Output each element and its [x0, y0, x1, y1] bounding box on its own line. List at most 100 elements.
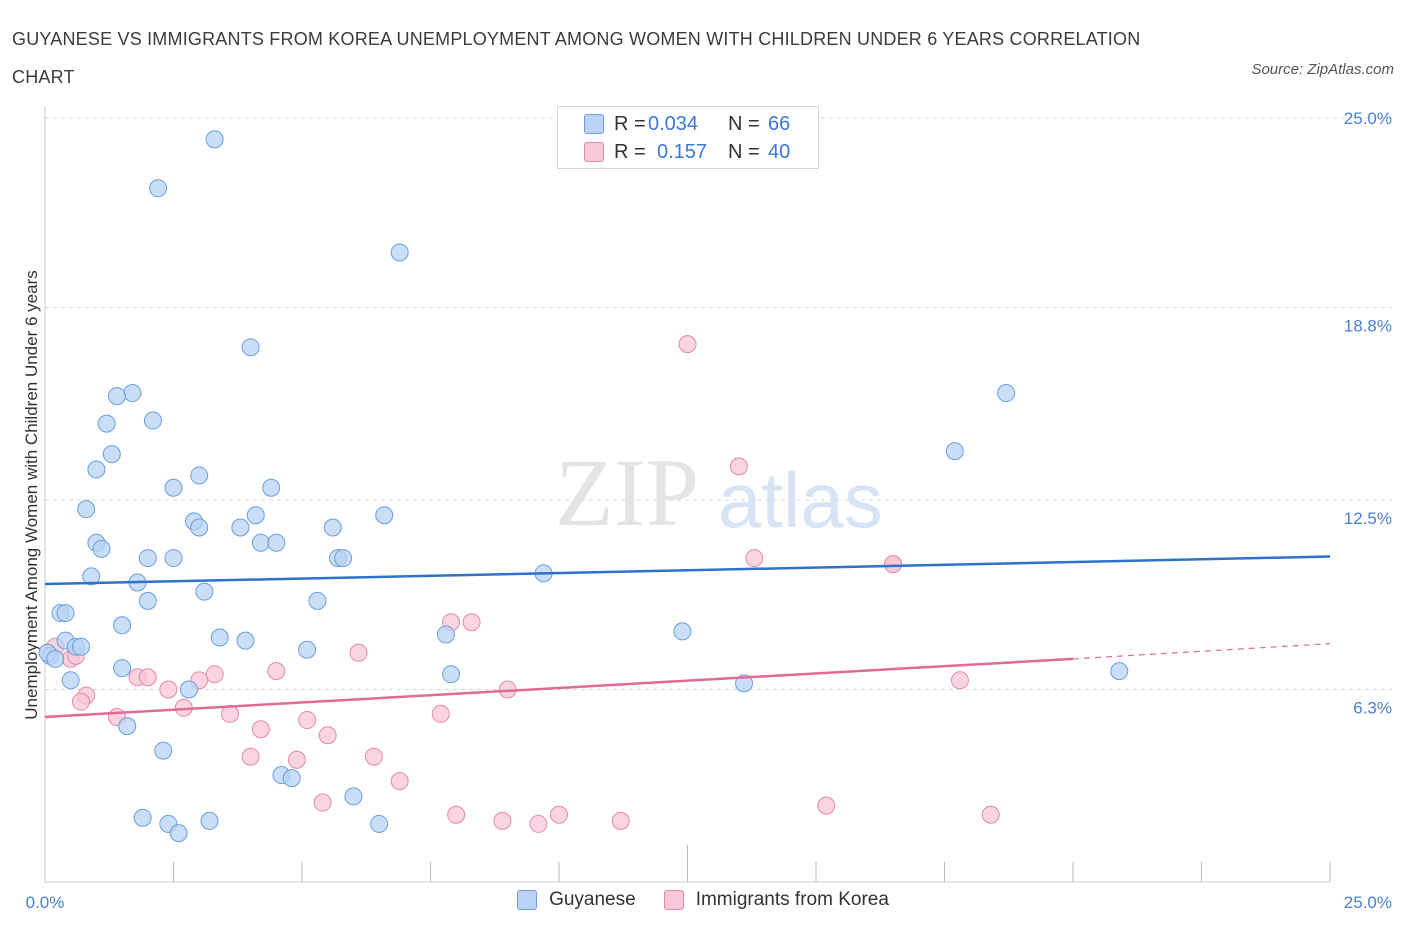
guyanese-point: [190, 518, 209, 537]
guyanese-point: [246, 506, 265, 525]
legend-swatch-guyanese: [584, 114, 604, 134]
guyanese-point: [436, 625, 455, 644]
legend-item-guyanese: Guyanese: [517, 889, 636, 911]
legend-row-korea: R = 0.157 N = 40: [584, 140, 790, 164]
legend-swatch-korea: [663, 890, 684, 910]
legend-row-guyanese: R = 0.034 N = 66: [584, 112, 790, 136]
korea-point: [950, 671, 969, 690]
legend-label-korea: Immigrants from Korea: [695, 889, 889, 910]
guyanese-point: [97, 414, 116, 433]
guyanese-point: [308, 591, 327, 610]
korea-point: [267, 662, 286, 681]
korea-point: [611, 811, 630, 830]
korea-point: [447, 805, 466, 824]
korea-point: [390, 772, 409, 791]
guyanese-point: [123, 384, 142, 403]
korea-point: [729, 457, 748, 476]
watermark-zip: ZIP: [555, 439, 699, 546]
grid-lines: [45, 117, 1392, 690]
guyanese-point: [77, 500, 96, 519]
guyanese-point: [442, 665, 461, 684]
guyanese-trend-line: [44, 555, 1331, 586]
guyanese-point: [169, 824, 188, 843]
korea-point: [678, 335, 697, 354]
guyanese-point: [154, 741, 173, 760]
korea-point: [205, 665, 224, 684]
korea-point: [981, 805, 1000, 824]
legend-r-value: 0.157: [657, 140, 708, 163]
legend-r-value: 0.034: [648, 112, 699, 135]
korea-point: [313, 793, 332, 812]
legend-r-label: R =: [614, 112, 646, 135]
guyanese-point: [118, 717, 137, 736]
korea-point: [287, 750, 306, 769]
korea-trend-extension: [1072, 643, 1331, 660]
korea-trend-line: [44, 657, 1074, 719]
legend-swatch-korea: [584, 142, 604, 162]
guyanese-point: [143, 411, 162, 430]
guyanese-point: [82, 567, 101, 586]
guyanese-point: [262, 478, 281, 497]
guyanese-point: [370, 814, 389, 833]
korea-point: [241, 747, 260, 766]
guyanese-point: [236, 631, 255, 650]
guyanese-point: [323, 518, 342, 537]
guyanese-point: [138, 549, 157, 568]
guyanese-point: [334, 549, 353, 568]
legend-n-label: N =: [728, 140, 760, 163]
korea-point: [159, 680, 178, 699]
guyanese-point: [205, 130, 224, 149]
x-tick-label-max: 25.0%: [1344, 893, 1392, 912]
guyanese-point: [138, 591, 157, 610]
guyanese-point: [190, 466, 209, 485]
guyanese-point: [231, 518, 250, 537]
guyanese-point: [61, 671, 80, 690]
legend-swatch-guyanese: [517, 890, 538, 910]
guyanese-point: [87, 460, 106, 479]
korea-point: [462, 613, 481, 632]
guyanese-point: [997, 384, 1016, 403]
korea-point: [431, 704, 450, 723]
korea-point: [529, 814, 548, 833]
guyanese-point: [179, 680, 198, 699]
legend-n-value: 66: [768, 112, 791, 135]
korea-point: [884, 555, 903, 574]
guyanese-point: [200, 811, 219, 830]
trend-lines: [44, 555, 1331, 719]
guyanese-point: [298, 640, 317, 659]
guyanese-point: [390, 243, 409, 262]
korea-point: [817, 796, 836, 815]
legend-n-label: N =: [728, 112, 760, 135]
guyanese-point: [267, 533, 286, 552]
y-tick-labels: 6.3% 12.5% 18.8% 25.0%: [1344, 109, 1392, 717]
guyanese-point: [241, 338, 260, 357]
series-korea: [46, 335, 1000, 833]
guyanese-point: [133, 808, 152, 827]
guyanese-point: [102, 445, 121, 464]
korea-point: [364, 747, 383, 766]
watermark: ZIP atlas: [555, 439, 883, 546]
guyanese-point: [673, 622, 692, 641]
korea-point: [349, 643, 368, 662]
korea-point: [318, 726, 337, 745]
korea-point: [550, 805, 568, 824]
korea-point: [251, 720, 270, 739]
guyanese-point: [945, 442, 964, 461]
guyanese-point: [56, 604, 75, 623]
y-tick-label: 18.8%: [1344, 316, 1392, 335]
guyanese-point: [92, 539, 111, 558]
guyanese-point: [735, 674, 754, 693]
x-tick-label-min: 0.0%: [26, 893, 65, 912]
guyanese-point: [107, 387, 126, 406]
guyanese-point: [195, 582, 214, 601]
guyanese-point: [113, 659, 132, 678]
korea-point: [71, 692, 90, 711]
legend-r-label: R =: [614, 140, 646, 163]
guyanese-point: [251, 533, 270, 552]
y-tick-label: 12.5%: [1344, 509, 1392, 528]
guyanese-point: [375, 506, 394, 525]
legend-label-guyanese: Guyanese: [549, 889, 636, 910]
korea-point: [138, 668, 157, 687]
y-tick-label: 6.3%: [1353, 698, 1392, 717]
